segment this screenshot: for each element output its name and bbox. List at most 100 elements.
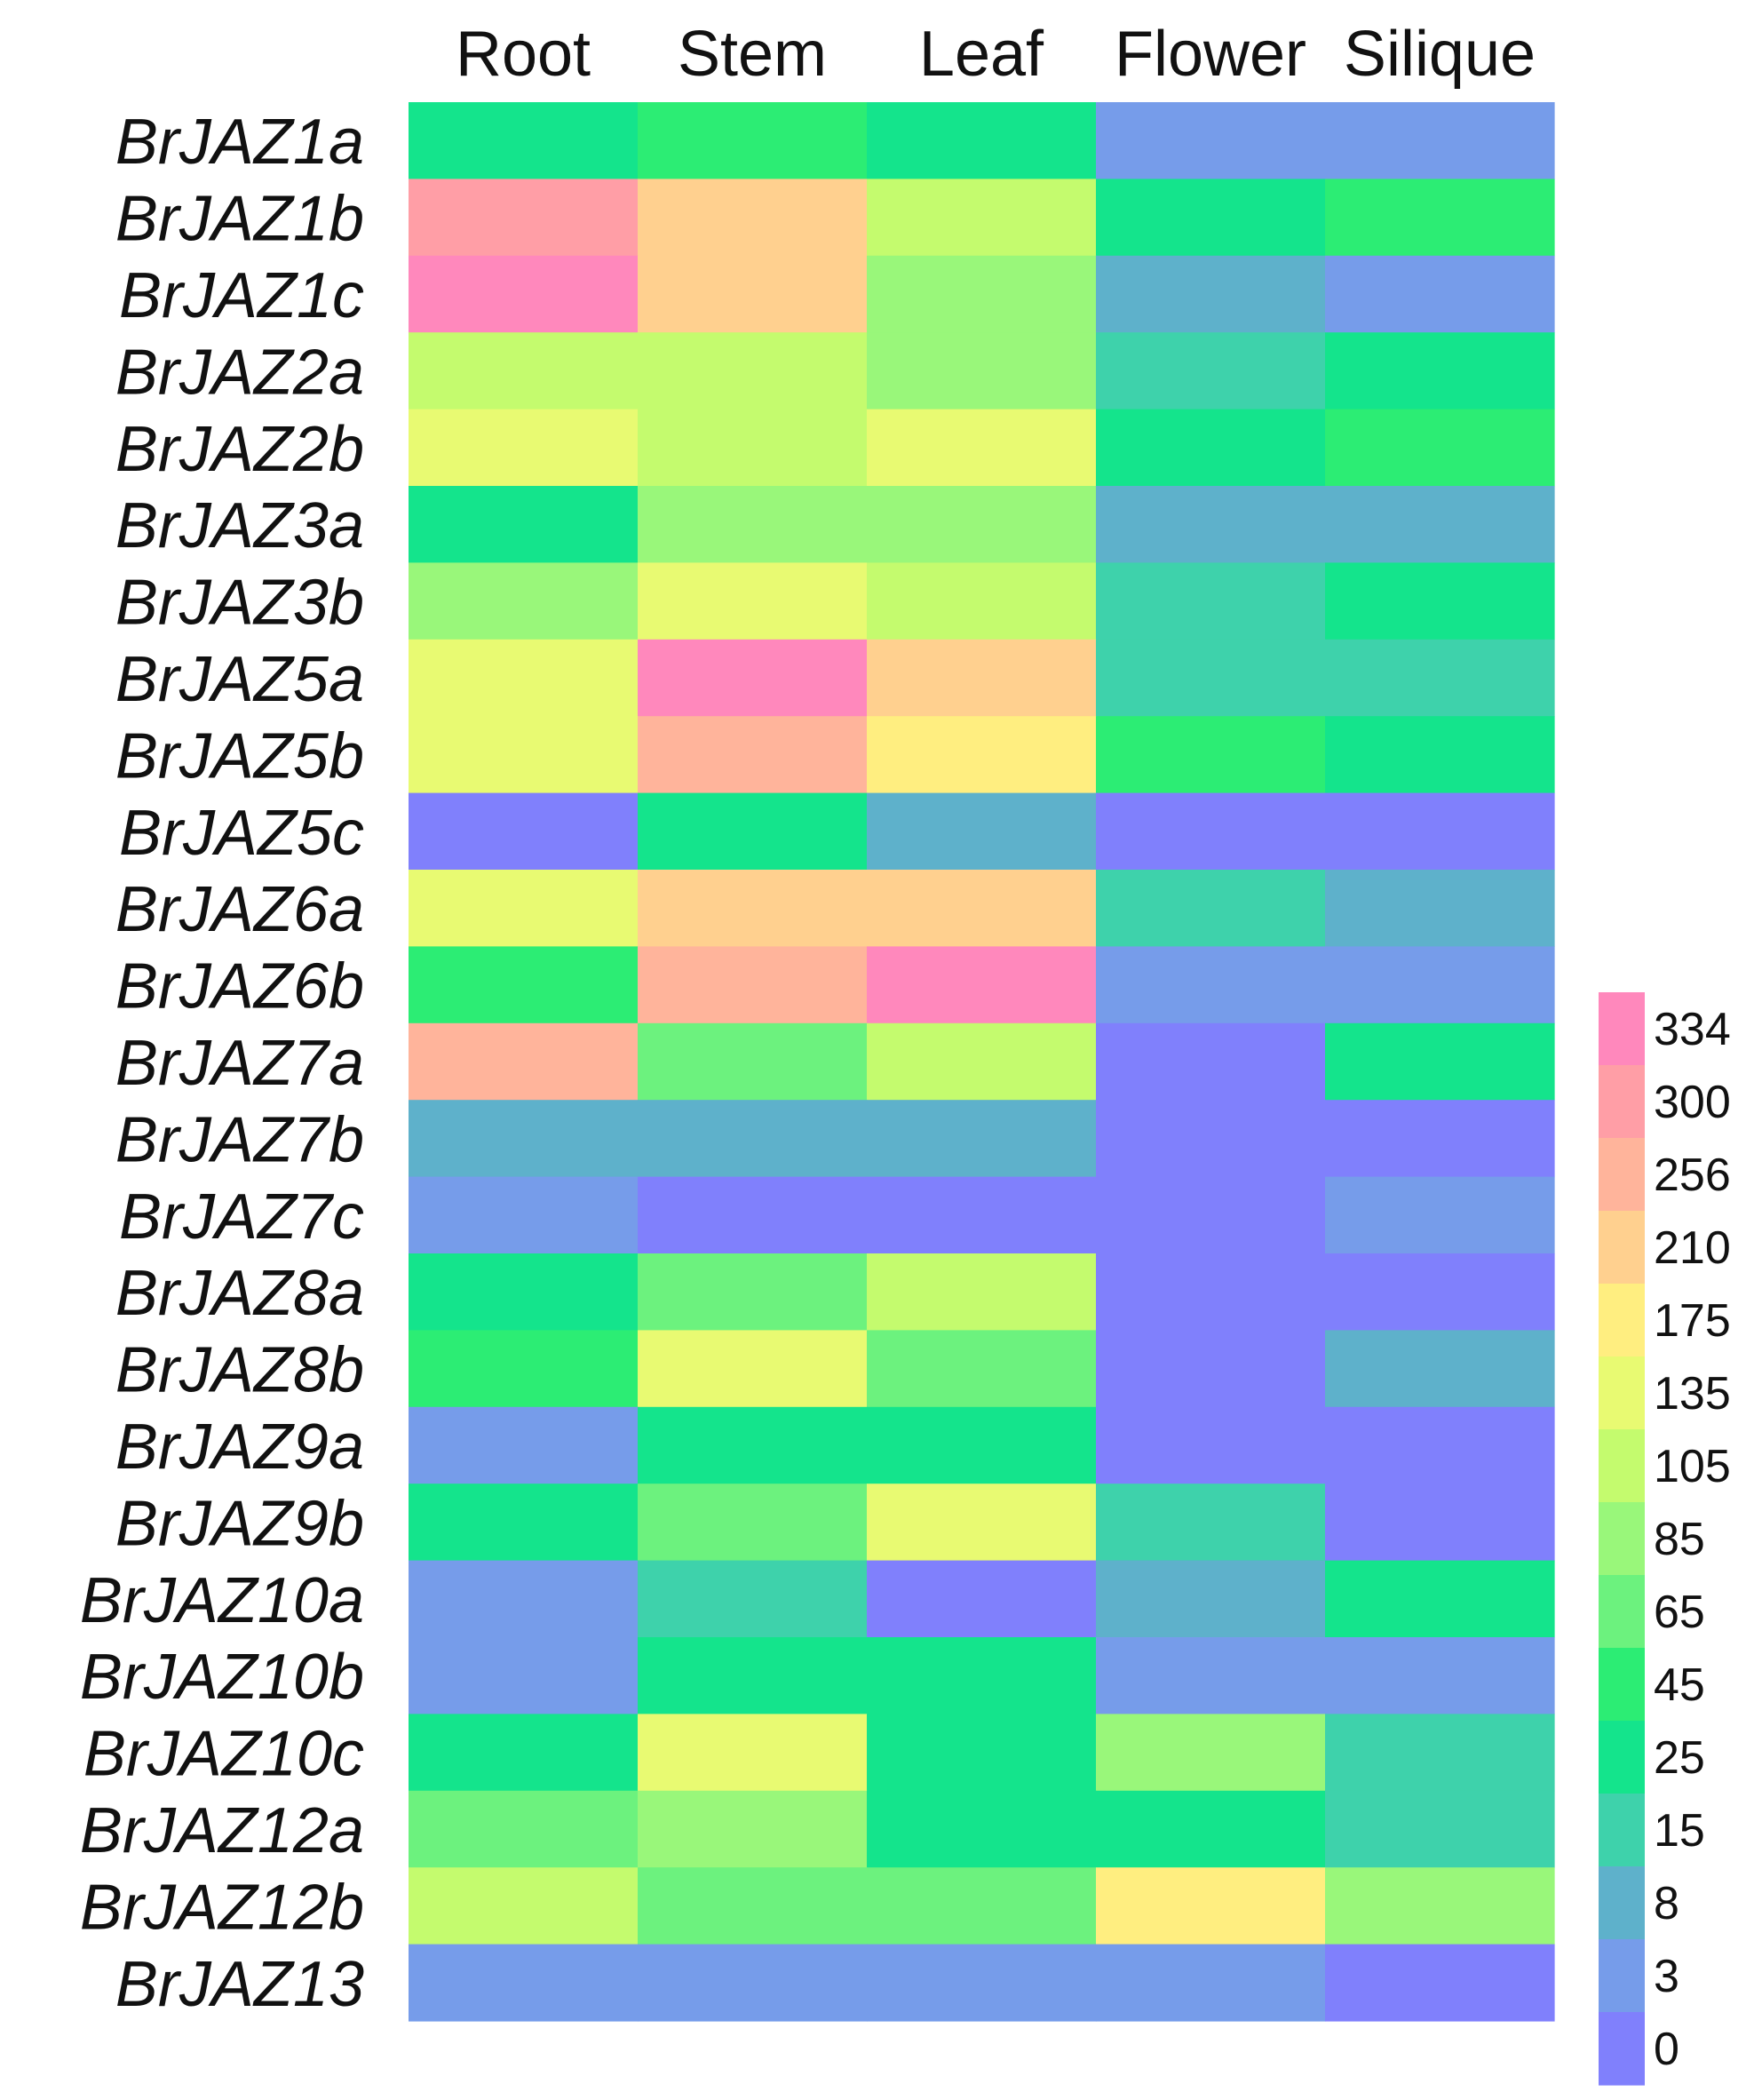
row-label-brjaz9a: BrJAZ9a <box>115 1412 364 1483</box>
heatmap-cell <box>1325 1790 1555 1868</box>
legend-tick-label: 135 <box>1654 1368 1731 1420</box>
heatmap-cell <box>638 486 868 563</box>
heatmap-cell <box>1325 870 1555 947</box>
row-label-brjaz9b: BrJAZ9b <box>115 1488 364 1559</box>
heatmap-cell <box>867 792 1097 871</box>
heatmap-cell <box>409 562 639 640</box>
legend-band <box>1599 1284 1645 1357</box>
heatmap-cell <box>867 409 1097 487</box>
row-label-brjaz7a: BrJAZ7a <box>115 1028 364 1099</box>
legend-tick-label: 105 <box>1654 1441 1731 1492</box>
heatmap-cell <box>867 946 1097 1024</box>
row-labels: BrJAZ1aBrJAZ1bBrJAZ1cBrJAZ2aBrJAZ2bBrJAZ… <box>80 107 364 2020</box>
heatmap-cell <box>1096 1867 1326 1945</box>
legend-tick-label: 210 <box>1654 1222 1731 1274</box>
heatmap-cell <box>867 1253 1097 1331</box>
heatmap-cell <box>409 1867 639 1945</box>
legend-tick-label: 300 <box>1654 1077 1731 1128</box>
heatmap-cell <box>409 1100 639 1178</box>
legend-tick-label: 3 <box>1654 1951 1679 2002</box>
heatmap-cell <box>409 1790 639 1868</box>
heatmap-cell <box>638 179 868 257</box>
legend-band <box>1599 1356 1645 1430</box>
row-label-brjaz5b: BrJAZ5b <box>115 720 364 791</box>
heatmap-cell <box>1325 1100 1555 1178</box>
heatmap-cell <box>867 1100 1097 1178</box>
column-label-leaf: Leaf <box>919 19 1044 90</box>
heatmap-cell <box>409 102 639 179</box>
heatmap-cell <box>1096 1944 1326 2022</box>
legend-band <box>1599 1866 1645 1940</box>
legend-tick-label: 8 <box>1654 1878 1679 1929</box>
heatmap-cell <box>867 1714 1097 1792</box>
heatmap-cell <box>1325 1176 1555 1254</box>
heatmap-cell <box>1096 792 1326 871</box>
heatmap-cell <box>867 1022 1097 1101</box>
row-label-brjaz3a: BrJAZ3a <box>115 490 364 561</box>
heatmap-cell <box>1096 1176 1326 1254</box>
heatmap-cell <box>409 716 639 794</box>
row-label-brjaz12b: BrJAZ12b <box>80 1872 364 1943</box>
heatmap-cell <box>638 1560 868 1638</box>
heatmap-cell <box>409 1406 639 1484</box>
legend-tick-label: 15 <box>1654 1805 1705 1857</box>
heatmap-cell <box>1096 1790 1326 1868</box>
heatmap-cell <box>638 1253 868 1331</box>
heatmap-cell <box>638 1867 868 1945</box>
heatmap-cell <box>638 332 868 410</box>
heatmap-cell <box>1325 1330 1555 1408</box>
legend-tick-labels: 334 300 256 210 175 135 105 85 65 45 25 15 8 3 0 <box>1654 1004 1731 2075</box>
row-label-brjaz13: BrJAZ13 <box>115 1949 364 2020</box>
row-label-brjaz12a: BrJAZ12a <box>80 1795 364 1866</box>
heatmap-cell <box>409 486 639 563</box>
column-label-flower: Flower <box>1115 19 1306 90</box>
heatmap-cell <box>638 255 868 333</box>
heatmap-cell <box>1096 1406 1326 1484</box>
heatmap-cell <box>1096 409 1326 487</box>
heatmap-cell <box>1096 1560 1326 1638</box>
heatmap-cell <box>1096 1484 1326 1562</box>
column-label-stem: Stem <box>678 19 827 90</box>
row-label-brjaz8a: BrJAZ8a <box>115 1258 364 1329</box>
heatmap-cell <box>1096 1330 1326 1408</box>
heatmap-cell <box>409 332 639 410</box>
heatmap-cell <box>867 870 1097 947</box>
column-label-silique: Silique <box>1344 19 1536 90</box>
heatmap-cell <box>1096 1714 1326 1792</box>
row-label-brjaz10a: BrJAZ10a <box>80 1565 364 1636</box>
row-label-brjaz5a: BrJAZ5a <box>115 644 364 715</box>
legend-tick-label: 45 <box>1654 1659 1705 1711</box>
heatmap-cell <box>638 409 868 487</box>
heatmap-cell <box>638 1944 868 2022</box>
heatmap-cell <box>867 1176 1097 1254</box>
heatmap-cell <box>867 1944 1097 2022</box>
legend-band <box>1599 1211 1645 1285</box>
row-label-brjaz8b: BrJAZ8b <box>115 1335 364 1406</box>
heatmap-cell <box>638 792 868 871</box>
heatmap-cell <box>867 179 1097 257</box>
heatmap-cell <box>1325 792 1555 871</box>
heatmap-cell <box>409 179 639 257</box>
heatmap-cell <box>1325 1714 1555 1792</box>
legend-band <box>1599 992 1645 1066</box>
heatmap-cell <box>1325 102 1555 179</box>
heatmap-cell <box>867 639 1097 717</box>
legend-band <box>1599 1575 1645 1649</box>
heatmap-cell <box>1096 486 1326 563</box>
row-label-brjaz6b: BrJAZ6b <box>115 951 364 1022</box>
legend-tick-label: 25 <box>1654 1732 1705 1784</box>
row-label-brjaz5c: BrJAZ5c <box>119 798 364 869</box>
heatmap-cell <box>1325 946 1555 1024</box>
heatmap-cell <box>1096 1100 1326 1178</box>
legend-tick-label: 85 <box>1654 1514 1705 1565</box>
heatmap-cell <box>1096 562 1326 640</box>
row-label-brjaz6a: BrJAZ6a <box>115 874 364 945</box>
heatmap-cell <box>867 1790 1097 1868</box>
heatmap-cell <box>1096 1637 1326 1714</box>
heatmap-cell <box>867 1560 1097 1638</box>
heatmap-cell <box>1096 102 1326 179</box>
heatmap-cell <box>409 1560 639 1638</box>
heatmap-cell <box>1096 870 1326 947</box>
heatmap-cell <box>409 1637 639 1714</box>
heatmap-cell <box>1325 179 1555 257</box>
